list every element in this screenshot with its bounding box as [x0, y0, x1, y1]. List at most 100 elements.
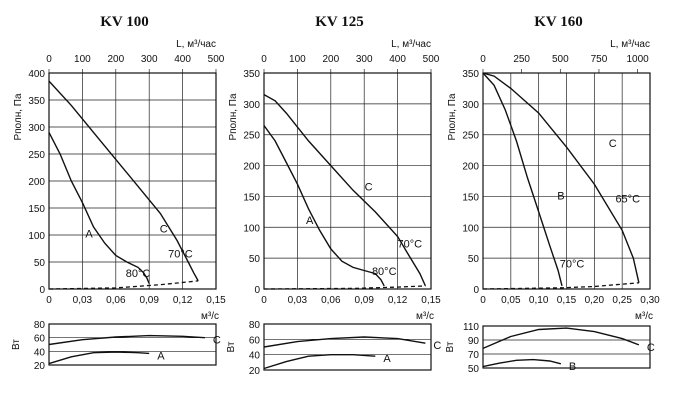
curve-annotation: 70°C	[560, 258, 585, 270]
x-tick-label: 0,03	[73, 295, 93, 306]
y-tick-label: 350	[28, 96, 45, 107]
power-y-label: Вт	[11, 339, 22, 350]
x-axis-unit-label: м³/с	[416, 311, 434, 322]
curve-annotation: 80°C	[372, 266, 397, 278]
curve-annotation: 70°C	[398, 239, 423, 251]
x-tick-label: 0,30	[640, 295, 660, 306]
system-curve-dashed	[482, 282, 639, 290]
power-curve-label: A	[157, 350, 165, 362]
power-tick-label: 60	[249, 335, 261, 346]
x-tick-label: 0,15	[557, 295, 577, 306]
x-tick-label: 0,05	[501, 295, 521, 306]
x-tick-label: 0,15	[421, 295, 441, 306]
curve-annotation: 65°C	[615, 194, 640, 206]
y-tick-label: 150	[243, 192, 260, 203]
chart-title: KV 125	[315, 14, 363, 30]
top-axis-tick-label: 500	[552, 54, 569, 65]
power-curve-label: C	[433, 340, 441, 352]
top-axis-tick-label: 0	[261, 54, 267, 65]
fan-curve-C	[263, 93, 427, 287]
x-tick-label: 0,20	[585, 295, 605, 306]
curve-annotation: 70°C	[168, 249, 193, 261]
top-axis-label: L, м³/час	[391, 39, 431, 50]
y-axis-label: Pполн, Па	[13, 93, 24, 141]
x-tick-label: 0,25	[612, 295, 632, 306]
y-tick-label: 300	[462, 100, 479, 111]
y-tick-label: 300	[243, 100, 260, 111]
x-axis-unit-label: м³/с	[201, 311, 219, 322]
power-curve-C	[482, 327, 640, 350]
power-plot-frame	[482, 325, 651, 369]
plot-frame	[263, 72, 432, 290]
x-tick-label: 0	[261, 295, 267, 306]
y-tick-label: 50	[34, 258, 46, 269]
fan-curve-B	[482, 72, 563, 287]
power-y-label: Вт	[445, 341, 456, 352]
curve-annotation: B	[557, 191, 564, 203]
y-tick-label: 100	[243, 223, 260, 234]
y-tick-label: 100	[28, 231, 45, 242]
chart-title: KV 100	[100, 14, 148, 30]
fan-curve-A	[263, 125, 385, 287]
power-tick-label: 20	[34, 361, 46, 372]
y-tick-label: 200	[243, 162, 260, 173]
top-axis-tick-label: 200	[322, 54, 339, 65]
power-plot-frame	[48, 323, 217, 366]
x-axis-unit-label: м³/с	[635, 311, 653, 322]
top-axis-tick-label: 300	[356, 54, 373, 65]
y-tick-label: 0	[473, 285, 479, 296]
y-tick-label: 200	[28, 177, 45, 188]
power-tick-label: 20	[249, 366, 261, 377]
chart-title: KV 160	[534, 14, 582, 30]
x-tick-label: 0,03	[288, 295, 308, 306]
curve-annotation: C	[609, 138, 617, 150]
y-tick-label: 250	[462, 131, 479, 142]
power-curve-label: C	[213, 335, 221, 347]
power-curve-A	[48, 351, 150, 365]
curve-annotation: C	[365, 181, 373, 193]
power-curve-label: C	[647, 342, 655, 354]
top-axis-tick-label: 200	[107, 54, 124, 65]
y-tick-label: 250	[243, 131, 260, 142]
power-tick-label: 40	[249, 351, 261, 362]
x-tick-label: 0	[480, 295, 486, 306]
power-tick-label: 40	[34, 347, 46, 358]
curve-annotation: C	[160, 223, 168, 235]
y-tick-label: 400	[28, 69, 45, 80]
top-axis-tick-label: 750	[591, 54, 608, 65]
top-axis-tick-label: 500	[208, 54, 225, 65]
power-tick-label: 80	[249, 320, 261, 331]
x-tick-label: 0,12	[173, 295, 193, 306]
top-axis-tick-label: 250	[513, 54, 530, 65]
power-curve-A	[263, 354, 376, 370]
y-tick-label: 0	[39, 285, 45, 296]
x-tick-label: 0,10	[529, 295, 549, 306]
top-axis-label: L, м³/час	[610, 39, 650, 50]
plot-frame	[48, 72, 217, 290]
y-axis-label: Pполн, Па	[447, 93, 458, 141]
y-tick-label: 300	[28, 123, 45, 134]
top-axis-tick-label: 1000	[627, 54, 650, 65]
fan-curve-A	[48, 132, 150, 284]
fan-curve-C	[482, 72, 640, 283]
top-axis-tick-label: 0	[480, 54, 486, 65]
y-tick-label: 0	[254, 285, 260, 296]
system-curve-dashed	[263, 285, 426, 290]
y-tick-label: 350	[243, 69, 260, 80]
y-tick-label: 200	[462, 162, 479, 173]
plot-frame	[482, 72, 651, 290]
x-tick-label: 0,15	[206, 295, 226, 306]
power-tick-label: 90	[468, 336, 480, 347]
power-tick-label: 50	[468, 364, 480, 375]
y-axis-label: Pполн, Па	[228, 93, 239, 141]
power-tick-label: 110	[463, 322, 479, 333]
y-tick-label: 100	[462, 223, 479, 234]
top-axis-tick-label: 400	[389, 54, 406, 65]
top-axis-label: L, м³/час	[176, 39, 216, 50]
top-axis-tick-label: 400	[174, 54, 191, 65]
y-tick-label: 250	[28, 150, 45, 161]
system-curve-dashed	[48, 280, 199, 290]
top-axis-tick-label: 500	[423, 54, 440, 65]
